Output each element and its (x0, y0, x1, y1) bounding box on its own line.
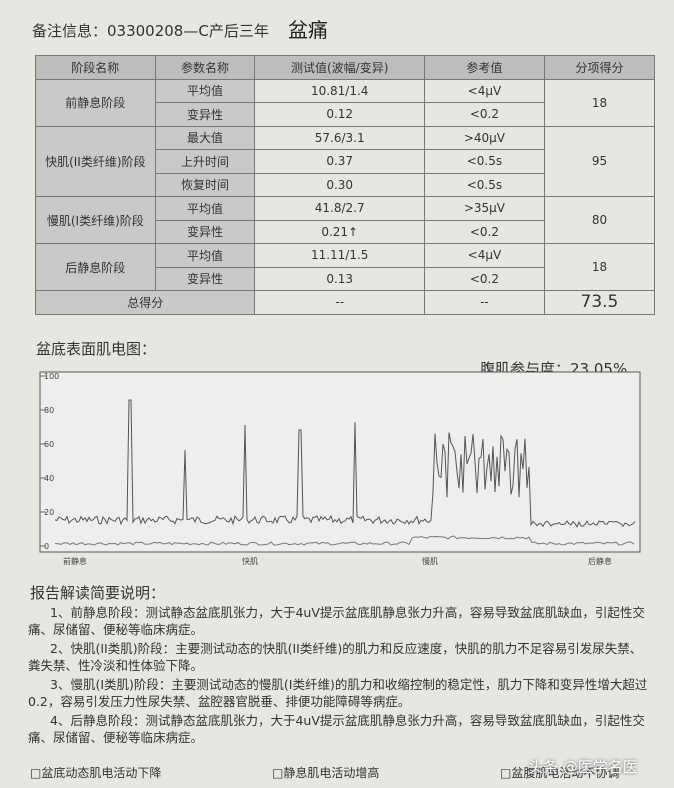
y-label: 20 (44, 508, 54, 517)
ref-cell: <0.2 (423, 266, 545, 291)
y-label: 0 (44, 542, 49, 551)
checkbox-item: □静息肌电活动增高 (272, 766, 380, 780)
header-cell: 参数名称 (154, 55, 256, 80)
score-cell: 18 (543, 78, 656, 127)
ref-cell: <0.5s (423, 172, 545, 197)
table-row: 恢复时间 0.30 <0.5s (36, 172, 655, 197)
table-row: 变异性 0.13 <0.2 (36, 266, 655, 291)
table-row: 慢肌(I类纤维)阶段 平均值 41.8/2.7 >35μV 80 (35, 196, 656, 244)
value-cell: 0.13 (254, 266, 425, 291)
note: 备注信息：03300208—C产后三年 (32, 22, 269, 40)
table-row: 上升时间 0.37 <0.5s (36, 149, 655, 174)
header-cell: 参考值 (423, 55, 545, 80)
x-label: 前静息 (63, 556, 87, 566)
param-cell: 变异性 (154, 219, 256, 244)
value-cell: 11.11/1.5 (254, 243, 425, 268)
score-cell: 18 (543, 243, 656, 291)
report-item: 1、前静息阶段：测试静态盆底肌张力，大于4uV提示盆底肌静息张力升高，容易导致盆… (28, 605, 645, 637)
ref-cell: >40μV (423, 125, 545, 150)
table-row: 变异性 0.12 <0.2 (36, 102, 655, 127)
stage-cell: 后静息阶段 (35, 243, 156, 291)
y-label: 80 (44, 406, 54, 415)
param-cell: 变异性 (154, 102, 256, 127)
param-cell: 上升时间 (154, 149, 256, 174)
emg-signal (54, 399, 636, 528)
value-cell: 41.8/2.7 (254, 196, 425, 221)
value-cell: 0.30 (254, 172, 425, 197)
total-ref: -- (423, 290, 545, 315)
ref-cell: >35μV (423, 196, 545, 221)
score-cell: 80 (543, 196, 656, 244)
total-label: 总得分 (34, 290, 256, 315)
value-cell: 57.6/3.1 (254, 125, 425, 150)
score-table: 阶段名称 参数名称 测试值(波幅/变异) 参考值 分项得分 前静息阶段 平均值 10.81/1… (34, 55, 656, 315)
table-row: 后静息阶段 平均值 11.11/1.5 <4μV 18 (35, 243, 656, 291)
x-label: 慢肌 (422, 556, 438, 566)
ref-cell: <0.2 (423, 102, 545, 127)
handwriting: 盆痛 (288, 18, 328, 42)
param-cell: 平均值 (154, 196, 256, 221)
stage-cell: 慢肌(I类纤维)阶段 (35, 196, 156, 244)
ref-cell: <0.5s (423, 149, 545, 174)
checkbox-item: □盆腹肌电活动不协调 (500, 766, 620, 780)
x-label: 后静息 (588, 556, 612, 566)
header-cell: 阶段名称 (35, 55, 156, 80)
emg-chart: 100 80 60 40 20 0 前静息 快肌 慢肌 后静息 (39, 371, 641, 566)
emg-title: 盆底表面肌电图： (36, 340, 157, 358)
report-title: 报告解读简要说明： (30, 584, 166, 602)
value-cell: 0.12 (254, 102, 425, 127)
report-item: 2、快肌(II类肌)阶段：主要测试动态的快肌(II类纤维)的肌力和反应速度，快肌… (28, 641, 643, 673)
score-cell: 95 (543, 125, 656, 197)
param-cell: 平均值 (154, 243, 256, 268)
stage-cell: 快肌(II类纤维)阶段 (35, 125, 156, 197)
y-label: 40 (44, 474, 54, 483)
x-label: 快肌 (242, 556, 258, 566)
y-label: 60 (44, 440, 54, 449)
param-cell: 平均值 (154, 78, 256, 103)
table-row: 快肌(II类纤维)阶段 最大值 57.6/3.1 >40μV 95 (35, 125, 656, 197)
param-cell: 恢复时间 (154, 172, 256, 197)
report-item: 3、慢肌(I类肌)阶段：主要测试动态的慢肌(I类纤维)的肌力和收缩控制的稳定性，… (28, 677, 648, 709)
header-row: 阶段名称 参数名称 测试值(波幅/变异) 参考值 分项得分 (35, 55, 656, 80)
header-cell: 测试值(波幅/变异) (254, 55, 425, 80)
abdominal-signal (54, 535, 635, 546)
ref-cell: <4μV (423, 243, 545, 268)
checkbox-item: □盆底动态肌电活动下降 (30, 766, 162, 780)
total-score: 73.5 (543, 290, 656, 315)
ref-cell: <4μV (423, 78, 545, 103)
param-cell: 变异性 (154, 266, 256, 291)
y-label: 100 (44, 372, 59, 381)
stage-cell: 前静息阶段 (35, 78, 156, 127)
total-value: -- (254, 290, 425, 315)
total-row: 总得分 -- -- 73.5 (34, 290, 656, 315)
watermark: 头条 @医学名医 (528, 758, 638, 776)
table-row: 前静息阶段 平均值 10.81/1.4 <4μV 18 (35, 78, 656, 127)
report-item: 4、后静息阶段：测试静态盆底肌张力，大于4uV提示盆底肌静息张力升高，容易导致盆… (28, 713, 645, 745)
